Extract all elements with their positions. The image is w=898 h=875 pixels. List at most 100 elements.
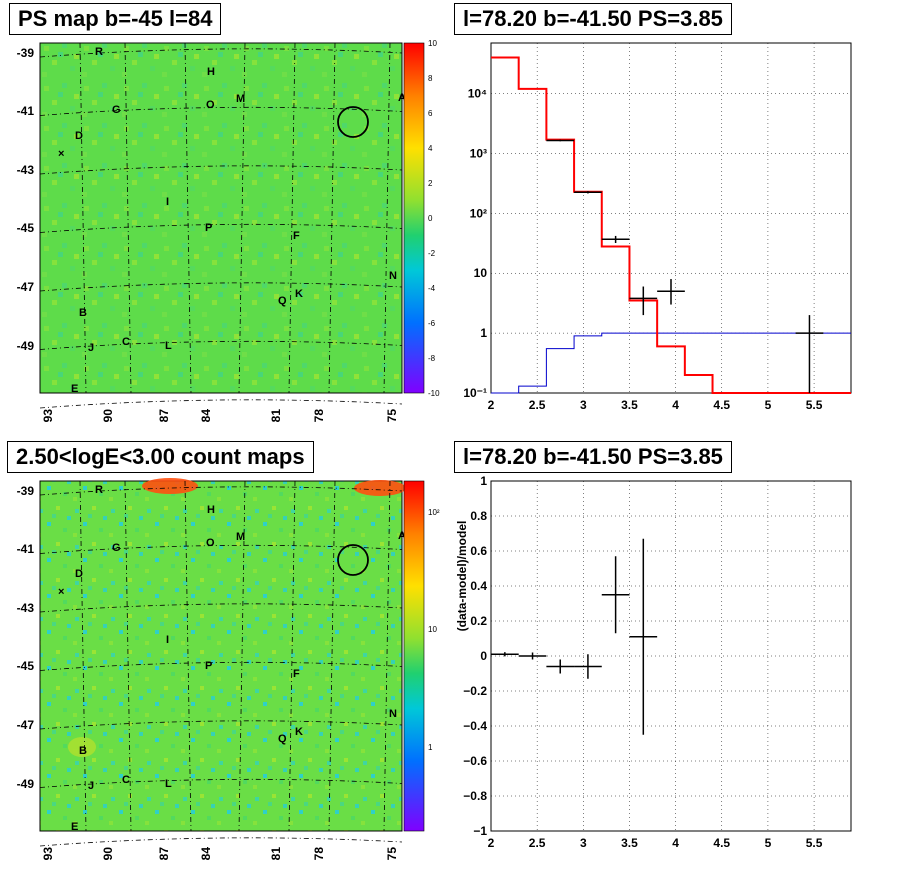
count-graticule-lon (124, 480, 132, 832)
residual-x-tick: 4 (672, 836, 679, 850)
count-lat-tick: -39 (17, 484, 35, 498)
count-graticule-lat (39, 720, 403, 730)
ps-source-G: G (112, 104, 121, 116)
residual-y-tick: 0.2 (470, 614, 487, 628)
ps-graticule-lat (39, 223, 403, 233)
residual-y-tick: −0.4 (463, 719, 487, 733)
ps-graticule-lon (124, 42, 132, 394)
count-source-M: M (236, 531, 245, 543)
ps-colorbar-tick: -6 (428, 319, 436, 328)
spectrum-x-tick: 3.5 (621, 398, 638, 412)
count-lat-tick: -41 (17, 542, 35, 556)
residual-x-tick: 3.5 (621, 836, 638, 850)
ps-colorbar-tick: -4 (428, 284, 436, 293)
ps-source-I: I (166, 196, 169, 208)
residual-y-tick: 0.4 (470, 579, 487, 593)
residual-y-tick: −0.6 (463, 754, 487, 768)
count-lat-tick: -45 (17, 659, 35, 673)
count-lon-tick: 78 (312, 847, 326, 861)
ps-lon-tick: 93 (41, 409, 55, 423)
count-ps-circle (337, 544, 369, 576)
spectrum-frame (490, 42, 852, 394)
count-lon-tick: 84 (199, 847, 213, 861)
count-source-I: I (166, 634, 169, 646)
residual-x-tick: 2 (488, 836, 495, 850)
count-source-D: D (75, 568, 83, 580)
count-source-L: L (165, 778, 172, 790)
ps-graticule-lon (79, 42, 87, 394)
count-source-H: H (207, 504, 215, 516)
ps-source-A: A (398, 92, 406, 104)
count-source-A: A (398, 530, 406, 542)
spectrum-y-tick: 10³ (470, 146, 487, 160)
residual-y-tick: −1 (473, 824, 487, 838)
count-graticule-lon (184, 480, 192, 832)
count-source-R: R (95, 484, 103, 496)
count-graticule-lon (288, 480, 296, 832)
ps-source-P: P (205, 222, 212, 234)
ps-source-D: D (75, 130, 83, 142)
spectrum-y-tick: 10⁴ (468, 87, 487, 101)
count-lat-tick: -47 (17, 718, 35, 732)
residual-y-tick: −0.8 (463, 789, 487, 803)
ps-source-H: H (207, 66, 215, 78)
count-map-area (39, 480, 403, 832)
ps-graticule-lon (328, 42, 336, 394)
ps-source-K: K (295, 288, 303, 300)
ps-graticule-lat (39, 106, 403, 116)
ps-lat-tick: -39 (17, 46, 35, 60)
ps-colorbar-tick: 6 (428, 109, 433, 118)
ps-lat-tick: -41 (17, 104, 35, 118)
residual-y-tick: 0.6 (470, 544, 487, 558)
count-hotspot (142, 478, 198, 494)
ps-source-O: O (206, 99, 215, 111)
ps-colorbar-tick: -10 (428, 389, 440, 398)
spectrum-y-tick: 10² (470, 206, 487, 220)
count-colorbar-tick: 1 (428, 743, 433, 752)
ps-colorbar-tick: 2 (428, 179, 433, 188)
ps-graticule-lat (39, 48, 403, 58)
ps-lon-tick: 84 (199, 409, 213, 423)
ps-lat-tick: -47 (17, 280, 35, 294)
count-source-G: G (112, 542, 121, 554)
ps-source-L: L (165, 340, 172, 352)
ps-colorbar-tick: 4 (428, 144, 433, 153)
ps-colorbar-tick: 10 (428, 39, 437, 48)
count-source-J: J (88, 780, 94, 792)
ps-colorbar-tick: -8 (428, 354, 436, 363)
ps-graticule-lon (238, 42, 246, 394)
count-graticule-lat (39, 486, 403, 496)
residual-y-label: (data-model)/model (455, 521, 469, 632)
ps-graticule-lon (288, 42, 296, 394)
count-source-C: C (122, 774, 130, 786)
ps-lon-tick: 87 (157, 409, 171, 423)
ps-lat-tick: -49 (17, 339, 35, 353)
spectrum-y-tick: 1 (480, 326, 487, 340)
ps-source-R: R (95, 46, 103, 58)
count-hotspot (354, 480, 406, 496)
ps-lat-tick: -45 (17, 221, 35, 235)
count-lon-tick: 90 (101, 847, 115, 861)
ps-lon-tick: 81 (269, 409, 283, 423)
count-colorbar-tick: 10² (428, 508, 440, 517)
residual-title: l=78.20 b=-41.50 PS=3.85 (454, 441, 732, 473)
count-hotspot (68, 737, 96, 757)
count-source-F: F (293, 668, 300, 680)
spectrum-x-tick: 2.5 (529, 398, 546, 412)
count-map-title: 2.50<logE<3.00 count maps (7, 441, 314, 473)
count-cross-marker: × (58, 586, 64, 598)
ps-graticule-lon (383, 42, 391, 394)
ps-graticule-lat (39, 165, 403, 175)
residual-y-tick: 1 (480, 474, 487, 488)
count-lon-tick: 87 (157, 847, 171, 861)
spectrum-x-tick: 2 (488, 398, 495, 412)
ps-source-J: J (88, 342, 94, 354)
residual-x-tick: 2.5 (529, 836, 546, 850)
count-source-O: O (206, 537, 215, 549)
count-source-E: E (71, 821, 78, 833)
count-graticule-lat (39, 544, 403, 554)
spectrum-total-model-line (491, 56, 851, 394)
residual-x-tick: 5.5 (806, 836, 823, 850)
ps-lon-tick: 75 (385, 409, 399, 423)
ps-cross-marker: × (58, 148, 64, 160)
